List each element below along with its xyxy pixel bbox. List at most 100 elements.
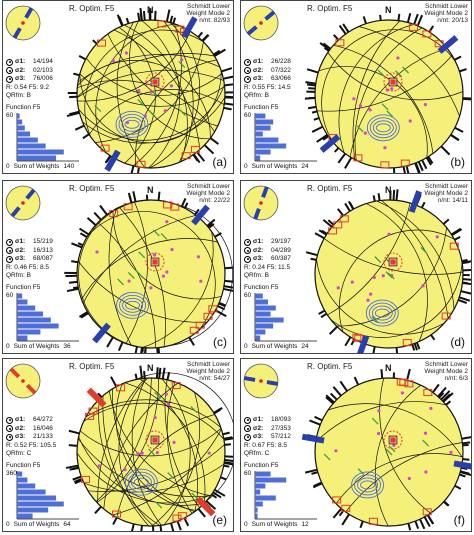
fault-plane-arc: [113, 29, 201, 150]
pole-marker: [376, 431, 381, 436]
x-axis-title: Sum of Weights: [13, 163, 60, 170]
rim-tick: [327, 219, 335, 226]
legend-center-dot: [259, 201, 263, 205]
sigma1-row: σ1: 18/093: [244, 416, 291, 425]
rim-tick: [197, 508, 206, 518]
rim-tick: [99, 204, 108, 216]
rim-tick: [110, 376, 118, 388]
rim-tick: [73, 72, 80, 77]
projection-line-3: n/nt: 6/3: [444, 375, 469, 382]
north-label: N: [147, 363, 154, 373]
rim-tick: [423, 516, 431, 528]
fault-plane-arc: [166, 381, 193, 514]
rim-tick: [457, 298, 468, 304]
fault-plane-arc: [142, 231, 214, 348]
rim-tick: [72, 286, 79, 290]
fault-plane-arc: [333, 44, 434, 154]
fault-plane-arc: [112, 210, 222, 300]
rim-tick: [139, 7, 143, 21]
panel-title: R. Optim. F5: [307, 362, 353, 371]
rim-tick: [223, 75, 233, 80]
slip-marker: [402, 66, 409, 74]
panel-letter: (d): [450, 335, 465, 349]
projection-line-3: n/nt: 82/93: [199, 17, 230, 24]
fault-plane-arc: [79, 70, 222, 144]
rim-tick: [310, 257, 317, 261]
rim-tick: [224, 455, 233, 458]
histogram-bar: [17, 155, 56, 161]
fault-plane-arc: [336, 227, 447, 327]
histogram-bar: [255, 113, 266, 119]
rim-tick: [156, 347, 159, 353]
rim-tick: [344, 202, 351, 212]
sigma1-row: σ1: 64/272: [6, 416, 56, 425]
stress-arrow-2: [319, 134, 341, 153]
rim-box: [422, 508, 432, 516]
pole-marker: [350, 280, 354, 284]
rim-box: [434, 40, 444, 48]
rim-tick: [308, 87, 316, 90]
rim-tick: [80, 312, 89, 319]
pole-marker: [123, 468, 127, 472]
rim-box: [339, 215, 349, 223]
sigma1-contour: [371, 305, 393, 321]
rim-tick: [224, 443, 231, 446]
pole-marker: [369, 292, 373, 296]
rim-tick: [86, 217, 97, 226]
sigma2-row: σ2: 16/313: [6, 247, 53, 256]
histogram-bar: [17, 501, 64, 507]
fault-plane-arc: [95, 377, 152, 502]
pole-marker: [163, 109, 167, 113]
projection-info: Schmidt Lower Weight Mode 2 n/nt: 22/22: [186, 183, 230, 204]
slip-marker: [387, 272, 395, 280]
slip-marker: [385, 448, 393, 456]
sigma3-value: 21/133: [33, 433, 53, 440]
histogram-bar: [17, 119, 23, 125]
rim-tick: [344, 157, 353, 169]
rim-box: [400, 159, 410, 167]
stereonet-panel: R. Optim. F5 Schmidt Lower Weight Mode 2…: [2, 180, 234, 354]
rim-tick: [307, 105, 317, 110]
slip-marker: [127, 272, 135, 279]
projection-line-1: Schmidt Lower: [425, 361, 468, 368]
sigma3-row: σ3: 68/087: [6, 255, 53, 264]
sigma2-row: σ2: 07/322: [244, 67, 291, 76]
north-label: N: [385, 5, 392, 15]
sigma2-symbol-icon: [6, 247, 13, 255]
rim-box: [422, 30, 432, 38]
stress-stats: σ1: 18/093 σ2: 27/353 σ3: 57/212 R: 0.67 F5…: [244, 416, 291, 459]
sigma2-label: σ2:: [15, 246, 26, 254]
fault-plane-arc: [163, 20, 194, 163]
rim-tick: [106, 336, 114, 348]
sigma3-row: σ3: 57/212: [244, 433, 291, 442]
sigma3-row: σ3: 60/387: [244, 255, 291, 264]
sigma1-label: σ1:: [15, 58, 26, 65]
stress-arrow-1: [181, 16, 198, 39]
rim-tick: [325, 396, 334, 405]
fault-plane-arc: [327, 403, 464, 459]
sigma3-value: 68/087: [33, 255, 53, 262]
legend-center-dot: [259, 21, 263, 25]
rim-tick: [305, 81, 316, 85]
rim-tick: [222, 431, 230, 436]
rim-tick: [313, 117, 320, 121]
sigma1-contour: [368, 302, 396, 324]
histogram-bar: [17, 125, 25, 131]
panel-title: R. Optim. F5: [69, 4, 115, 13]
sigma3-value: 76/006: [33, 75, 53, 82]
pole-marker: [352, 97, 356, 101]
stereonet-circle: [76, 19, 226, 169]
rim-tick: [196, 151, 206, 162]
rim-tick: [406, 13, 412, 23]
sigma3-label: σ3:: [253, 75, 264, 82]
sigma1-value: 64/272: [33, 416, 53, 423]
sigma1-contour: [130, 474, 152, 490]
y-axis-max: 60: [6, 112, 14, 119]
rim-tick: [94, 505, 102, 514]
stereonet-panel: R. Optim. F5 Schmidt Lower Weight Mode 2…: [240, 180, 472, 354]
histogram-bar: [255, 131, 263, 137]
sigma1-contour: [372, 120, 394, 136]
histogram-bar: [255, 155, 261, 161]
north-label: N: [147, 185, 154, 195]
fault-plane-arc: [76, 70, 224, 98]
